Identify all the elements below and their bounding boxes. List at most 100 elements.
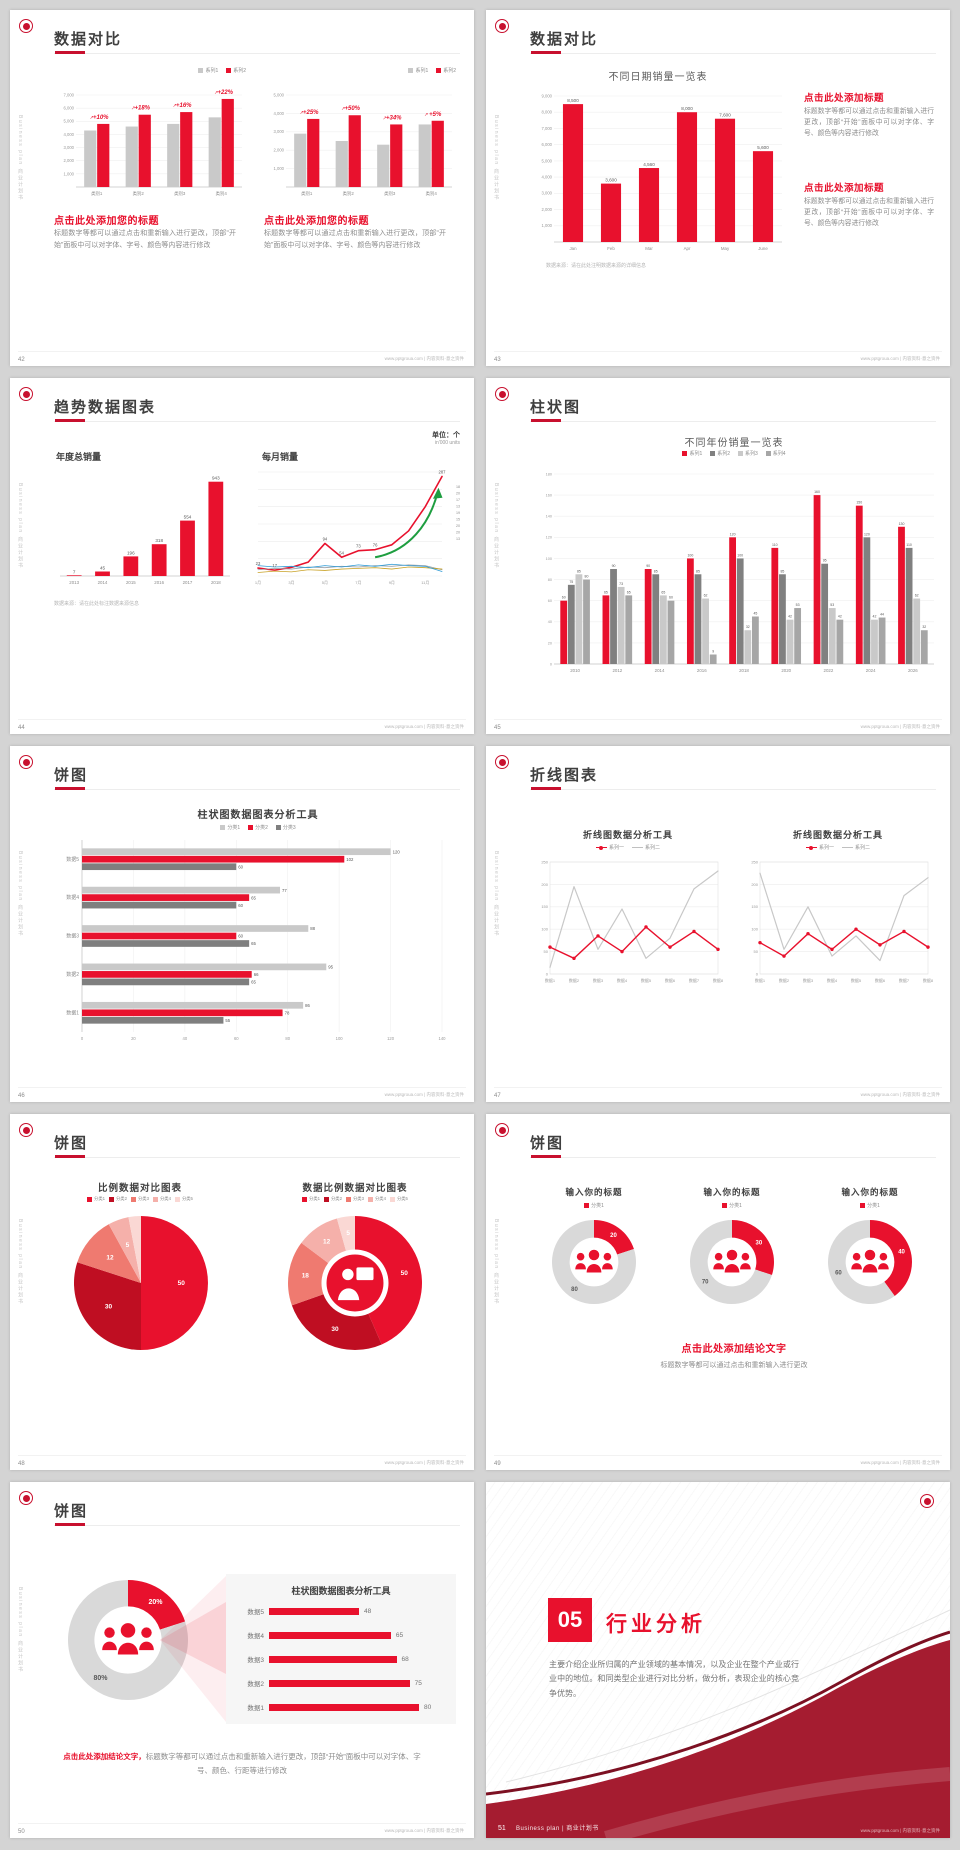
svg-text:100: 100 [546,557,552,561]
svg-text:85: 85 [577,569,581,573]
svg-text:1,000: 1,000 [542,223,553,228]
svg-text:42: 42 [838,615,842,619]
donut-chart: 20 80 [546,1214,642,1310]
svg-text:60: 60 [835,1270,842,1276]
legend-item: 分类3 [275,824,296,831]
svg-text:6,000: 6,000 [64,106,75,111]
brand-bullseye-icon [19,1123,33,1137]
svg-text:80: 80 [585,575,589,579]
svg-text:May: May [721,246,730,251]
title-divider [530,421,936,422]
svg-text:76: 76 [373,543,378,548]
block-body: 标题数字等都可以通过点击和重新输入进行更改，顶部“开始”面板中可以对字体、字号、… [264,230,446,249]
slide-50[interactable]: Business plan 商业计划书 饼图 20% 80% 柱状图数据图表分析工… [10,1482,474,1838]
svg-text:44: 44 [880,613,884,617]
svg-text:32: 32 [746,625,750,629]
title-divider [530,53,936,54]
donut-chart: 50 30 18 12 5 [282,1208,428,1358]
conclusion-sub: 标题数字等都可以通过点击和重新输入进行更改 [660,1362,808,1369]
slide-47[interactable]: Business plan 商业计划书 折线图表 折线图数据分析工具 系列一 系列… [486,746,950,1102]
svg-text:90: 90 [612,564,616,568]
sidebar-watermark: Business plan 商业计划书 [17,483,23,570]
svg-text:5,000: 5,000 [64,119,75,124]
legend-item: 分类5 [389,1196,408,1202]
chart-title: 输入你的标题 [565,1187,623,1197]
title-divider [54,53,460,54]
brand-bullseye-icon [495,1123,509,1137]
footer-divider [494,719,942,720]
svg-text:6,000: 6,000 [542,142,553,147]
svg-text:数据1: 数据1 [66,1009,79,1016]
legend-item: 系列一 [805,844,834,851]
slide-title: 数据对比 [54,31,123,48]
title-accent [55,1523,85,1526]
slide-46[interactable]: Business plan 商业计划书 饼图 柱状图数据图表分析工具 分类1 分类… [10,746,474,1102]
section-title: 行业分析 [606,1613,706,1636]
slide-44[interactable]: Business plan 商业计划书 趋势数据图表 单位：个 in'000 un… [10,378,474,734]
svg-text:7,600: 7,600 [719,113,731,118]
legend-item: 系列2 [710,450,730,457]
unit-label: 单位：个 in'000 units [432,430,460,446]
slide-51[interactable]: 05 行业分析 主要介绍企业所归属的产业领域的基本情况，以及企业在整个产业或行业… [486,1482,950,1838]
slide-footer: www.pptgroua.com | 内容资料·意之资件 [384,1828,464,1833]
page-number: 48 [18,1461,25,1467]
slide-49[interactable]: Business plan 商业计划书 饼图 输入你的标题 分类1 20 80 输… [486,1114,950,1470]
slide-footer: www.pptgroua.com | 内容资料·意之资件 [384,1092,464,1097]
svg-text:数据6: 数据6 [665,977,676,983]
svg-text:62: 62 [704,594,708,598]
legend-item: 系列3 [738,450,758,457]
svg-text:13: 13 [456,537,460,541]
svg-text:0: 0 [550,662,552,666]
slide-title: 饼图 [54,767,89,784]
svg-text:20: 20 [610,1233,617,1239]
svg-text:7,000: 7,000 [542,126,553,131]
legend-item: 分类2 [324,1196,342,1202]
svg-text:160: 160 [546,494,552,498]
sidebar-watermark: Business plan 商业计划书 [493,115,499,202]
legend-item: 分类5 [174,1196,193,1202]
sidebar-watermark: Business plan 商业计划书 [493,483,499,570]
horizontal-bar-chart: 0 20 40 60 80 100 120 140 数据5 120 102 60 数据4 77 65 60 数据… [58,836,458,1044]
svg-text:318: 318 [155,538,163,543]
footer-divider [18,351,466,352]
slide-48[interactable]: Business plan 商业计划书 饼图 比例数据对比图表 分类1 分类2 分类… [10,1114,474,1470]
svg-text:100: 100 [737,553,743,557]
panel-bar-row: 数据4 65 [247,1631,404,1640]
svg-text:287: 287 [439,470,447,475]
svg-text:80: 80 [285,1036,290,1041]
title-accent [55,787,85,790]
svg-text:94: 94 [323,536,328,541]
svg-text:110: 110 [906,543,912,547]
svg-text:↗: ↗ [383,115,387,121]
svg-text:95: 95 [328,965,333,970]
svg-text:2020: 2020 [781,668,791,673]
svg-text:+22%: +22% [217,90,233,96]
pie-chart: 50 30 12 5 [68,1208,214,1358]
grouped-bar-chart: 5,000 4,000 3,000 2,000 1,000 类别1 ↗ +25% 类别2 ↗ +50… [262,77,456,199]
svg-text:7,000: 7,000 [64,92,75,97]
slide-45[interactable]: Business plan 商业计划书 柱状图 不同年份销量一览表 系列1 系列2… [486,378,950,734]
slide-footer: www.pptgroua.com | 内容资料·意之资件 [384,1460,464,1465]
svg-text:↗: ↗ [131,106,135,112]
slide-footer: www.pptgroua.com | 内容资料·意之资件 [860,724,940,729]
unit-main: 单位：个 [432,432,460,439]
svg-text:类别1: 类别1 [91,190,103,197]
title-accent [531,1155,561,1158]
slide-42[interactable]: Business plan 商业计划书 数据对比 系列1 系列2 系列1 系列2 7… [10,10,474,366]
svg-text:+5%: +5% [429,112,442,118]
legend: 系列一 系列二 [530,844,726,851]
svg-text:类别3: 类别3 [174,190,186,197]
svg-text:55: 55 [225,1018,230,1023]
svg-text:0: 0 [756,971,759,976]
svg-text:数据7: 数据7 [689,977,700,983]
chart-title: 不同日期销量一览表 [608,72,708,83]
conclusion-heading: 点击此处添加结论文字 [681,1344,787,1355]
block-heading: 点击此处添加标题 [804,183,885,194]
title-divider [54,789,460,790]
slide-footer: www.pptgroua.com | 内容资料·意之资件 [384,724,464,729]
donut-chart: 40 60 [822,1214,918,1310]
svg-text:150: 150 [856,501,862,505]
legend-item: 系列二 [632,844,660,851]
slide-43[interactable]: Business plan 商业计划书 数据对比 不同日期销量一览表 9,000… [486,10,950,366]
legend: 系列1 系列2 系列3 系列4 [530,450,938,457]
